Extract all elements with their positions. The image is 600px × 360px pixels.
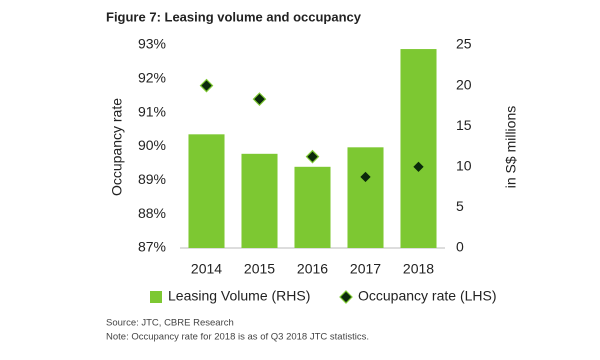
bar [241,153,278,248]
marker [411,159,426,174]
chart-title: Figure 7: Leasing volume and occupancy [106,9,362,24]
marker [199,78,214,93]
y-tick-label: 92% [138,70,166,86]
x-tick-label: 2014 [191,261,222,277]
footnote: Note: Occupancy rate for 2018 is as of Q… [106,332,369,343]
legend-label: Leasing Volume (RHS) [168,288,310,304]
source-note: Source: JTC, CBRE Research [106,318,234,329]
y-tick-label: 88% [138,205,166,221]
marker [252,92,267,106]
y-tick-label: 89% [138,171,166,187]
legend-swatch [150,291,162,303]
x-tick-label: 2017 [350,261,381,277]
y2-tick-label: 0 [456,239,464,255]
y-axis-label: Occupancy rate [109,98,125,196]
marker [305,149,320,164]
y2-axis-label: in S$ millions [503,106,519,188]
legend-label: Occupancy rate (LHS) [358,288,497,304]
x-tick-label: 2015 [244,261,275,277]
y2-tick-label: 15 [456,117,472,133]
y-tick-label: 93% [138,36,166,52]
bar [400,49,437,249]
y2-tick-label: 10 [456,158,472,174]
bar [188,134,225,248]
bar [294,166,331,248]
y-tick-label: 91% [138,103,166,119]
y-tick-label: 90% [138,137,166,153]
y-tick-label: 87% [138,239,166,255]
legend-swatch [339,290,353,304]
y2-tick-label: 20 [456,76,472,92]
bar [347,147,384,248]
x-tick-label: 2018 [403,261,434,277]
y2-tick-label: 5 [456,198,464,214]
marker [358,170,373,184]
x-tick-label: 2016 [297,261,328,277]
y2-tick-label: 25 [456,36,472,52]
